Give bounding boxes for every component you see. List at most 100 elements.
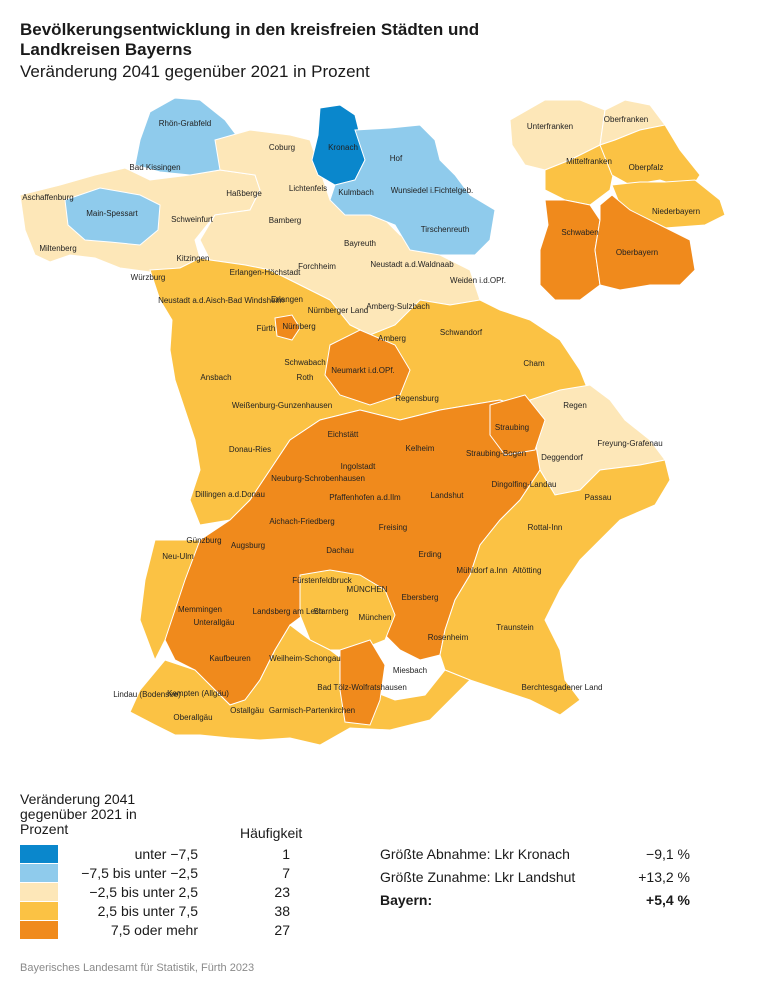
region-west-yellow <box>139 539 201 662</box>
label-regensburg: Regensburg <box>395 394 439 403</box>
label-berchtesgaden: Berchtesgadener Land <box>522 683 603 692</box>
legend-count-4: 38 <box>274 903 290 919</box>
region-nuernberg <box>274 314 301 341</box>
label-memmingen: Memmingen <box>178 605 222 614</box>
legend-count-header: Häufigkeit <box>240 825 303 841</box>
legend-count-5: 27 <box>274 922 290 938</box>
label-inset-oberfranken: Oberfranken <box>604 115 648 124</box>
label-amberg-sulzbach: Amberg-Sulzbach <box>366 302 430 311</box>
label-ingolstadt: Ingolstadt <box>341 462 376 471</box>
label-inset-oberpfalz: Oberpfalz <box>629 163 664 172</box>
label-bamberg: Bamberg <box>269 216 301 225</box>
label-bayreuth: Bayreuth <box>344 239 376 248</box>
label-schweinfurt: Schweinfurt <box>171 215 214 224</box>
stat-bavaria-label: Bayern: <box>380 892 433 908</box>
legend-count-2: 7 <box>282 865 290 881</box>
label-guenzburg: Günzburg <box>186 536 221 545</box>
legend-swatch-4 <box>20 902 58 920</box>
label-eichstaett: Eichstätt <box>328 430 359 439</box>
label-coburg: Coburg <box>269 143 295 152</box>
label-roth: Roth <box>297 373 314 382</box>
stat-increase: Größte Zunahme: Lkr Landshut +13,2 % <box>380 869 690 892</box>
label-straubing: Straubing <box>495 423 529 432</box>
label-wuerzburg: Würzburg <box>131 273 166 282</box>
label-donau-ries: Donau-Ries <box>229 445 271 454</box>
label-kaufbeuren: Kaufbeuren <box>209 654 250 663</box>
label-rhoen-grabfeld: Rhön-Grabfeld <box>159 119 211 128</box>
stat-bavaria-value: +5,4 % <box>646 892 690 908</box>
label-erlangen: Erlangen <box>271 295 303 304</box>
legend-count-3: 23 <box>274 884 290 900</box>
region-neumarkt <box>324 329 411 406</box>
label-hof: Hof <box>390 154 403 163</box>
legend-label-1: unter −7,5 <box>134 846 198 862</box>
legend-row-1: unter −7,5 1 <box>20 845 290 863</box>
legend-label-5: 7,5 oder mehr <box>110 922 198 938</box>
label-straubing-bogen: Straubing-Bogen <box>466 449 526 458</box>
label-miesbach: Miesbach <box>393 666 427 675</box>
legend-swatch-3 <box>20 883 58 901</box>
label-inset-mittelfranken: Mittelfranken <box>566 157 612 166</box>
label-lichtenfels: Lichtenfels <box>289 184 327 193</box>
label-fuerth: Fürth <box>257 324 276 333</box>
inset-upper-palatinate <box>599 124 701 191</box>
label-regen: Regen <box>563 401 587 410</box>
label-inset-schwaben: Schwaben <box>561 228 598 237</box>
region-northeast-blue <box>329 124 496 256</box>
region-munich-area <box>299 569 396 651</box>
stat-decrease: Größte Abnahme: Lkr Kronach −9,1 % <box>380 846 690 869</box>
label-pfaffenhofen: Pfaffenhofen a.d.Ilm <box>329 493 401 502</box>
label-neumarkt: Neumarkt i.d.OPf. <box>331 366 395 375</box>
label-rottal-inn: Rottal-Inn <box>528 523 563 532</box>
label-kitzingen: Kitzingen <box>177 254 210 263</box>
label-miltenberg: Miltenberg <box>39 244 76 253</box>
legend-count-1: 1 <box>282 846 290 862</box>
label-nuernberg: Nürnberg <box>282 322 315 331</box>
label-inset-unterfranken: Unterfranken <box>527 122 573 131</box>
legend-row-4: 2,5 bis unter 7,5 38 <box>20 902 290 920</box>
label-altoetting: Altötting <box>513 566 542 575</box>
map-labels: Rhön-Grabfeld Bad Kissingen Coburg Krona… <box>22 115 700 722</box>
label-amberg: Amberg <box>378 334 406 343</box>
label-kempten: Kempten (Allgäu) <box>167 689 229 698</box>
label-erding: Erding <box>418 550 441 559</box>
label-aichach-friedberg: Aichach-Friedberg <box>269 517 334 526</box>
map-title: Bevölkerungsentwicklung in den kreisfrei… <box>20 20 480 59</box>
stats-panel: Größte Abnahme: Lkr Kronach −9,1 % Größt… <box>380 846 690 915</box>
label-fuerstenfeldbruck: Fürstenfeldbruck <box>292 576 353 585</box>
label-aschaffenburg: Aschaffenburg <box>22 193 73 202</box>
source-note: Bayerisches Landesamt für Statistik, Für… <box>20 962 255 974</box>
region-alpine-yellow <box>129 624 471 746</box>
legend-row-3: −2,5 bis unter 2,5 23 <box>20 883 290 901</box>
label-nuernberger-land: Nürnberger Land <box>308 306 368 315</box>
label-kelheim: Kelheim <box>406 444 435 453</box>
label-landsberg: Landsberg am Lech <box>253 607 324 616</box>
map-subtitle: Veränderung 2041 gegenüber 2021 in Proze… <box>20 62 370 81</box>
inset-swabia <box>539 199 601 301</box>
label-garmisch: Garmisch-Partenkirchen <box>269 706 355 715</box>
stat-decrease-label: Größte Abnahme: Lkr Kronach <box>380 846 570 862</box>
label-kronach: Kronach <box>328 143 358 152</box>
legend-swatch-2 <box>20 864 58 882</box>
bavaria-map: Rhön-Grabfeld Bad Kissingen Coburg Krona… <box>19 97 726 746</box>
region-polygons <box>19 97 671 746</box>
legend-label-2: −7,5 bis unter −2,5 <box>81 865 198 881</box>
label-inset-niederbayern: Niederbayern <box>652 207 700 216</box>
legend-row-2: −7,5 bis unter −2,5 7 <box>20 864 290 882</box>
label-starnberg: Starnberg <box>313 607 348 616</box>
label-freising: Freising <box>379 523 407 532</box>
inset-upper-bavaria <box>594 194 696 291</box>
label-wunsiedel: Wunsiedel i.Fichtelgeb. <box>391 186 474 195</box>
label-freyung-grafenau: Freyung-Grafenau <box>597 439 662 448</box>
region-southeast-yellow <box>439 459 671 716</box>
legend-row-5: 7,5 oder mehr 27 <box>20 921 290 939</box>
label-unterallgaeu: Unterallgäu <box>194 618 235 627</box>
label-bad-kissingen: Bad Kissingen <box>129 163 180 172</box>
label-augsburg: Augsburg <box>231 541 265 550</box>
stat-increase-value: +13,2 % <box>638 869 690 885</box>
label-tirschenreuth: Tirschenreuth <box>421 225 470 234</box>
label-schwabach: Schwabach <box>284 358 325 367</box>
region-straubing <box>489 394 546 456</box>
label-passau: Passau <box>585 493 612 502</box>
label-neu-ulm: Neu-Ulm <box>162 552 194 561</box>
